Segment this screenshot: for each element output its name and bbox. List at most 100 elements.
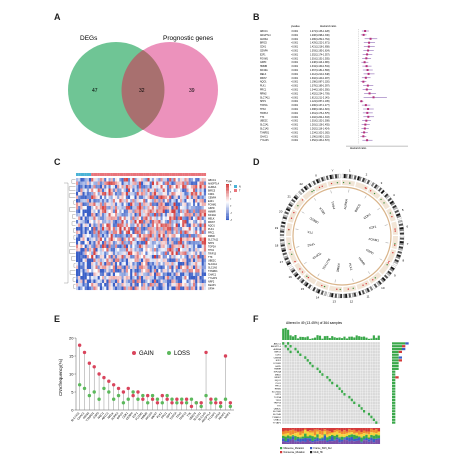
- heatmap-cell: [188, 209, 191, 214]
- variant-stack-segment: [353, 429, 356, 434]
- oncoplot-cell: [309, 376, 312, 379]
- heatmap-cell: [160, 223, 163, 228]
- forest-point: [367, 108, 370, 110]
- heatmap-cell: [89, 251, 92, 256]
- oncoplot-cell: [345, 412, 348, 416]
- oncoplot-cell: [284, 401, 287, 405]
- heatmap-cell: [195, 202, 198, 207]
- oncoplot-cell: [350, 418, 353, 422]
- loss-point: [160, 401, 164, 405]
- oncoplot-cell: [289, 373, 292, 376]
- oncoplot-cell: [304, 407, 307, 410]
- variant-stack-segment: [294, 441, 297, 444]
- heatmap-cell: [145, 185, 148, 189]
- oncoplot-cell: [353, 393, 356, 396]
- oncoplot-cell: [372, 387, 375, 390]
- heatmap-cell: [193, 192, 196, 196]
- oncoplot-cell: [294, 401, 297, 405]
- oncoplot-cell: [365, 415, 368, 419]
- heatmap-cell: [121, 227, 124, 231]
- heatmap-cell: [173, 216, 176, 221]
- loss-point: [170, 397, 174, 401]
- heatmap-cell: [99, 258, 103, 263]
- variant-stack-segment: [286, 430, 290, 433]
- sample-burden-bar: [304, 337, 307, 340]
- oncoplot-cell: [363, 421, 366, 424]
- heatmap-cell: [141, 223, 144, 228]
- heatmap-cell: [104, 269, 107, 273]
- heatmap-cell: [117, 286, 120, 291]
- heatmap-cell: [119, 265, 122, 270]
- heatmap-cell: [162, 283, 165, 287]
- oncoplot-cell: [306, 378, 309, 382]
- heatmap-cell: [86, 272, 90, 277]
- heatmap-cell: [102, 181, 105, 186]
- oncoplot-cell: [311, 421, 314, 424]
- heatmap-cell: [119, 206, 122, 210]
- forest-gene-label: PLK1: [260, 86, 266, 88]
- heatmap-cell: [119, 262, 122, 266]
- heatmap-cell: [95, 258, 98, 263]
- oncoplot-cell: [370, 421, 373, 424]
- oncoplot-cell: [350, 361, 353, 365]
- heatmap-cell: [112, 188, 116, 193]
- oncoplot-cell: [358, 381, 361, 385]
- heatmap-gene-label: CHAC1: [208, 273, 217, 276]
- heatmap-cell: [156, 269, 159, 273]
- heatmap-cell: [97, 258, 100, 263]
- oncoplot-cell: [289, 342, 292, 345]
- variant-stack-segment: [345, 433, 349, 437]
- heatmap-cell: [141, 216, 144, 221]
- heatmap-cell: [160, 188, 163, 193]
- heatmap-cell: [201, 272, 204, 277]
- x-tick-label: G6PD: [92, 411, 100, 419]
- oncoplot-cell: [306, 404, 309, 407]
- oncoplot-cell: [314, 342, 317, 345]
- oncoplot-cell: [299, 381, 302, 385]
- cnv-point: [306, 275, 308, 278]
- oncoplot-cell: [301, 384, 304, 388]
- heatmap-cell: [125, 220, 129, 224]
- heatmap-cell: [89, 272, 92, 277]
- oncoplot-cell: [338, 347, 341, 351]
- heatmap-gene-label: ABCC1: [208, 179, 217, 182]
- heatmap-cell: [151, 272, 155, 277]
- heatmap-cell: [184, 262, 187, 266]
- oncoplot-cell: [328, 347, 331, 351]
- dendrogram-branch: [64, 182, 69, 284]
- heatmap-cell: [132, 244, 135, 249]
- oncoplot-cell: [365, 373, 368, 376]
- forest-pvalue: <0.001: [291, 108, 299, 111]
- oncoplot-cell: [331, 356, 334, 359]
- heatmap-cell: [188, 202, 191, 207]
- chromosome-label: 22: [299, 182, 303, 186]
- heatmap-scale-tick: -2: [230, 213, 233, 215]
- heatmap-cell: [175, 230, 178, 235]
- heatmap-cell: [82, 178, 85, 182]
- heatmap-cell: [151, 223, 155, 228]
- heatmap-cell: [177, 206, 181, 210]
- heatmap-cell: [151, 265, 155, 270]
- variant-stack-segment: [318, 430, 322, 435]
- oncoplot-cell: [375, 370, 378, 373]
- cnv-point: [380, 198, 382, 201]
- oncoplot-cell: [370, 387, 373, 390]
- oncoplot-cell: [343, 373, 346, 376]
- heatmap-cell: [169, 223, 172, 228]
- heatmap-cell: [128, 209, 131, 214]
- heatmap-cell: [180, 185, 183, 189]
- oncoplot-cell: [314, 353, 317, 356]
- sample-burden-bar: [328, 337, 331, 340]
- heatmap-cell: [112, 255, 116, 259]
- heatmap-gene-label: TTK: [208, 256, 213, 259]
- row-dendrogram: [64, 179, 76, 289]
- oncoplot-cell: [338, 395, 341, 399]
- oncoplot-cell: [331, 387, 334, 390]
- heatmap-cell: [78, 223, 81, 228]
- heatmap-cell: [138, 227, 142, 231]
- oncoplot-cell: [316, 353, 319, 356]
- gene-tick: [377, 207, 380, 211]
- oncoplot-cell: [304, 376, 307, 379]
- forest-gene-label: SLC7A11: [260, 96, 270, 99]
- variant-stack-segment: [362, 428, 366, 431]
